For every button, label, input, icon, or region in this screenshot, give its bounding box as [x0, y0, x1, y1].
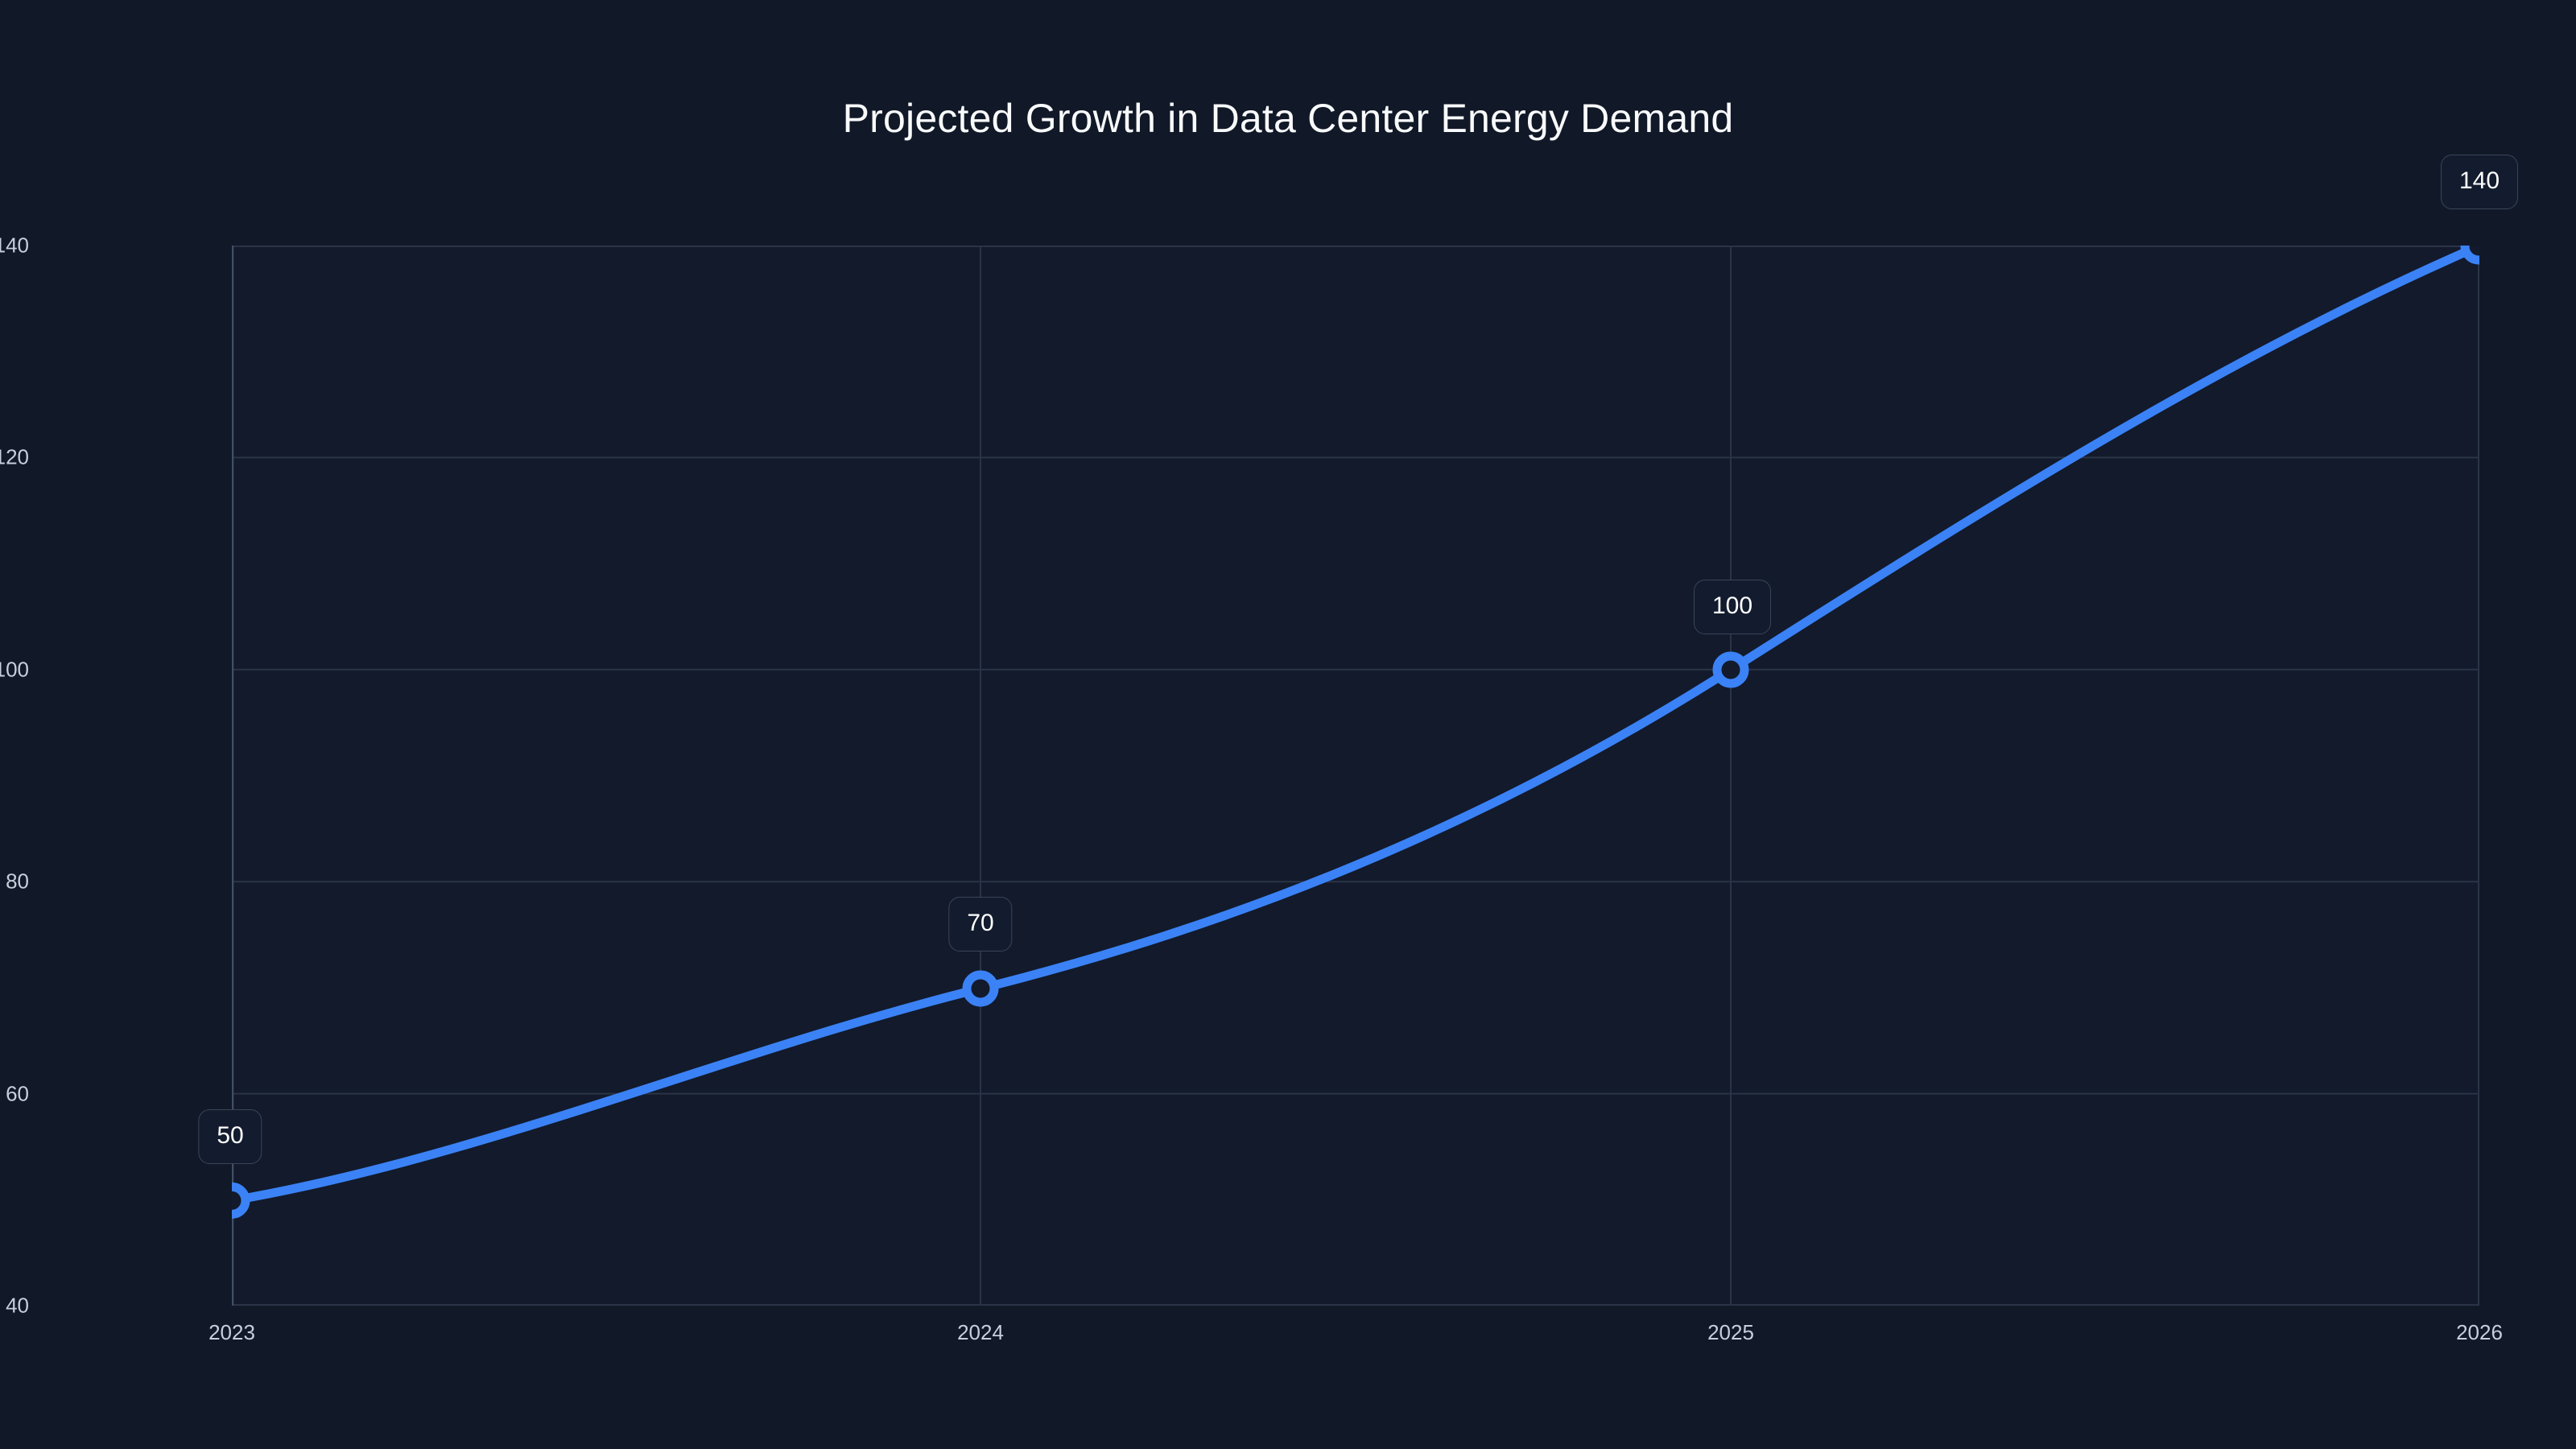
y-axis-tick-label: 40	[6, 1293, 29, 1318]
data-markers	[232, 246, 2479, 1219]
plot-area	[232, 246, 2479, 1306]
data-point-marker[interactable]	[232, 1182, 250, 1219]
chart-plot-svg	[232, 246, 2479, 1306]
y-axis-tick-label: 60	[6, 1081, 29, 1106]
data-label-badge: 50	[198, 1109, 262, 1164]
y-axis-tick-label: 120	[0, 444, 29, 469]
data-label-badge: 70	[948, 897, 1013, 952]
y-axis-tick-label: 100	[0, 657, 29, 682]
vertical-gridlines	[980, 246, 2479, 1306]
y-axis-tick-label: 80	[6, 869, 29, 894]
data-point-marker[interactable]	[1712, 651, 1749, 688]
data-label-badge: 100	[1693, 580, 1772, 634]
x-axis-tick-label: 2024	[957, 1320, 1004, 1344]
data-line-energy-demand	[232, 246, 2479, 1205]
data-point-marker[interactable]	[2460, 246, 2479, 265]
x-axis-tick-label: 2023	[208, 1320, 255, 1344]
x-axis-tick-label: 2025	[1707, 1320, 1754, 1344]
horizontal-gridlines	[232, 246, 2479, 1306]
data-label-badge: 140	[2440, 155, 2519, 209]
y-axis-tick-label: 140	[0, 233, 29, 258]
x-axis-tick-label: 2026	[2456, 1320, 2503, 1344]
data-point-marker[interactable]	[962, 970, 999, 1007]
chart-title: Projected Growth in Data Center Energy D…	[842, 96, 1734, 141]
